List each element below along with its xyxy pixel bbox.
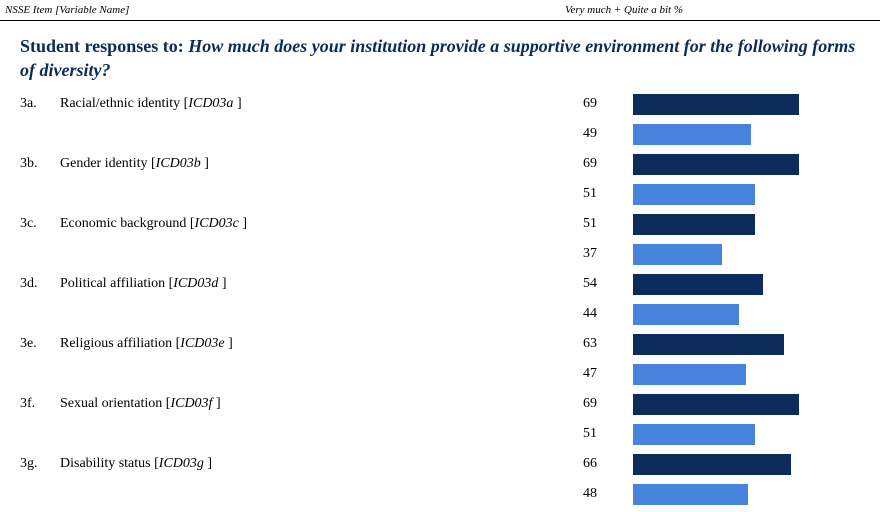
item-variable: ICD03f [166,396,221,411]
header-rule [0,20,880,21]
item-name: Political affiliation [60,276,166,291]
bar [633,124,751,145]
value-label: 66 [583,456,597,471]
item-name: Religious affiliation [60,336,173,351]
item-variable: ICD03a [184,96,242,111]
value-label: 51 [583,216,597,231]
item-code: 3b. [20,156,38,171]
item-name: Economic background [60,216,187,231]
item-code: 3e. [20,336,37,351]
value-label: 44 [583,306,597,321]
bar [633,94,799,115]
bar [633,274,763,295]
bar [633,334,785,355]
bar [633,364,746,385]
bar [633,304,739,325]
value-label: 51 [583,426,597,441]
bar [633,484,749,505]
value-label: 69 [583,156,597,171]
item-name: Gender identity [60,156,148,171]
bar [633,244,722,265]
title-prefix: Student responses to: [20,36,184,56]
value-label: 69 [583,96,597,111]
bar [633,214,756,235]
value-label: 51 [583,186,597,201]
item-variable: ICD03c [190,216,247,231]
item-label: Gender identity ICD03b [60,156,209,172]
bar [633,454,792,475]
item-code: 3d. [20,276,38,291]
header-right: Very much + Quite a bit % [565,4,684,16]
item-code: 3c. [20,216,37,231]
item-name: Racial/ethnic identity [60,96,181,111]
item-variable: ICD03b [151,156,209,171]
bar [633,184,756,205]
value-label: 49 [583,126,597,141]
item-variable: ICD03g [154,456,212,471]
header-left: NSSE Item [Variable Name] [5,4,130,16]
title-question: How much does your institution provide a… [20,36,856,80]
value-label: 47 [583,366,597,381]
value-label: 69 [583,396,597,411]
bar [633,154,799,175]
value-label: 48 [583,486,597,501]
item-code: 3a. [20,96,37,111]
item-code: 3f. [20,396,36,411]
item-label: Racial/ethnic identity ICD03a [60,96,242,112]
item-name: Disability status [60,456,151,471]
item-label: Sexual orientation ICD03f [60,396,221,412]
item-variable: ICD03e [176,336,233,351]
bar [633,424,756,445]
value-label: 63 [583,336,597,351]
bar [633,394,799,415]
item-variable: ICD03d [169,276,227,291]
value-label: 54 [583,276,597,291]
chart-title: Student responses to: How much does your… [20,34,860,82]
item-label: Disability status ICD03g [60,456,212,472]
item-code: 3g. [20,456,38,471]
item-label: Religious affiliation ICD03e [60,336,233,352]
item-name: Sexual orientation [60,396,163,411]
item-label: Political affiliation ICD03d [60,276,227,292]
item-label: Economic background ICD03c [60,216,247,232]
value-label: 37 [583,246,597,261]
